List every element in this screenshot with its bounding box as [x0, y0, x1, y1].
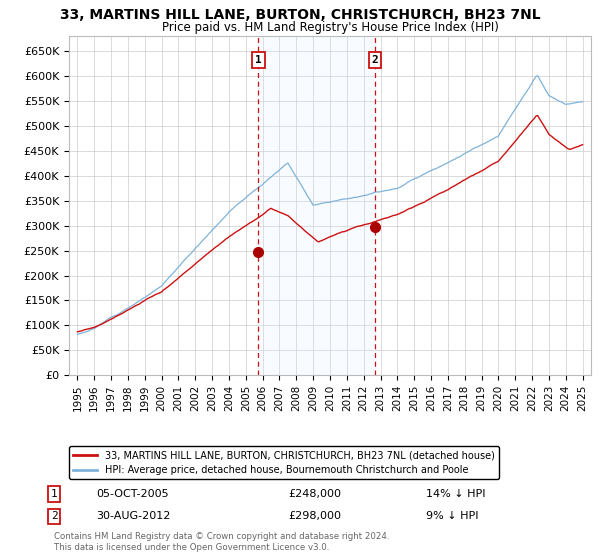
- Text: Contains HM Land Registry data © Crown copyright and database right 2024.
This d: Contains HM Land Registry data © Crown c…: [54, 532, 389, 552]
- Text: 05-OCT-2005: 05-OCT-2005: [96, 489, 169, 499]
- Text: £248,000: £248,000: [288, 489, 341, 499]
- Text: 1: 1: [50, 489, 58, 499]
- Text: 2: 2: [50, 511, 58, 521]
- Title: Price paid vs. HM Land Registry's House Price Index (HPI): Price paid vs. HM Land Registry's House …: [161, 21, 499, 34]
- Text: 30-AUG-2012: 30-AUG-2012: [96, 511, 170, 521]
- Legend: 33, MARTINS HILL LANE, BURTON, CHRISTCHURCH, BH23 7NL (detached house), HPI: Ave: 33, MARTINS HILL LANE, BURTON, CHRISTCHU…: [69, 446, 499, 479]
- Bar: [259, 36, 375, 375]
- Text: 14% ↓ HPI: 14% ↓ HPI: [426, 489, 485, 499]
- Text: £298,000: £298,000: [288, 511, 341, 521]
- Text: 1: 1: [255, 55, 262, 65]
- Text: 2: 2: [371, 55, 379, 65]
- Text: 33, MARTINS HILL LANE, BURTON, CHRISTCHURCH, BH23 7NL: 33, MARTINS HILL LANE, BURTON, CHRISTCHU…: [59, 8, 541, 22]
- Text: 9% ↓ HPI: 9% ↓ HPI: [426, 511, 479, 521]
